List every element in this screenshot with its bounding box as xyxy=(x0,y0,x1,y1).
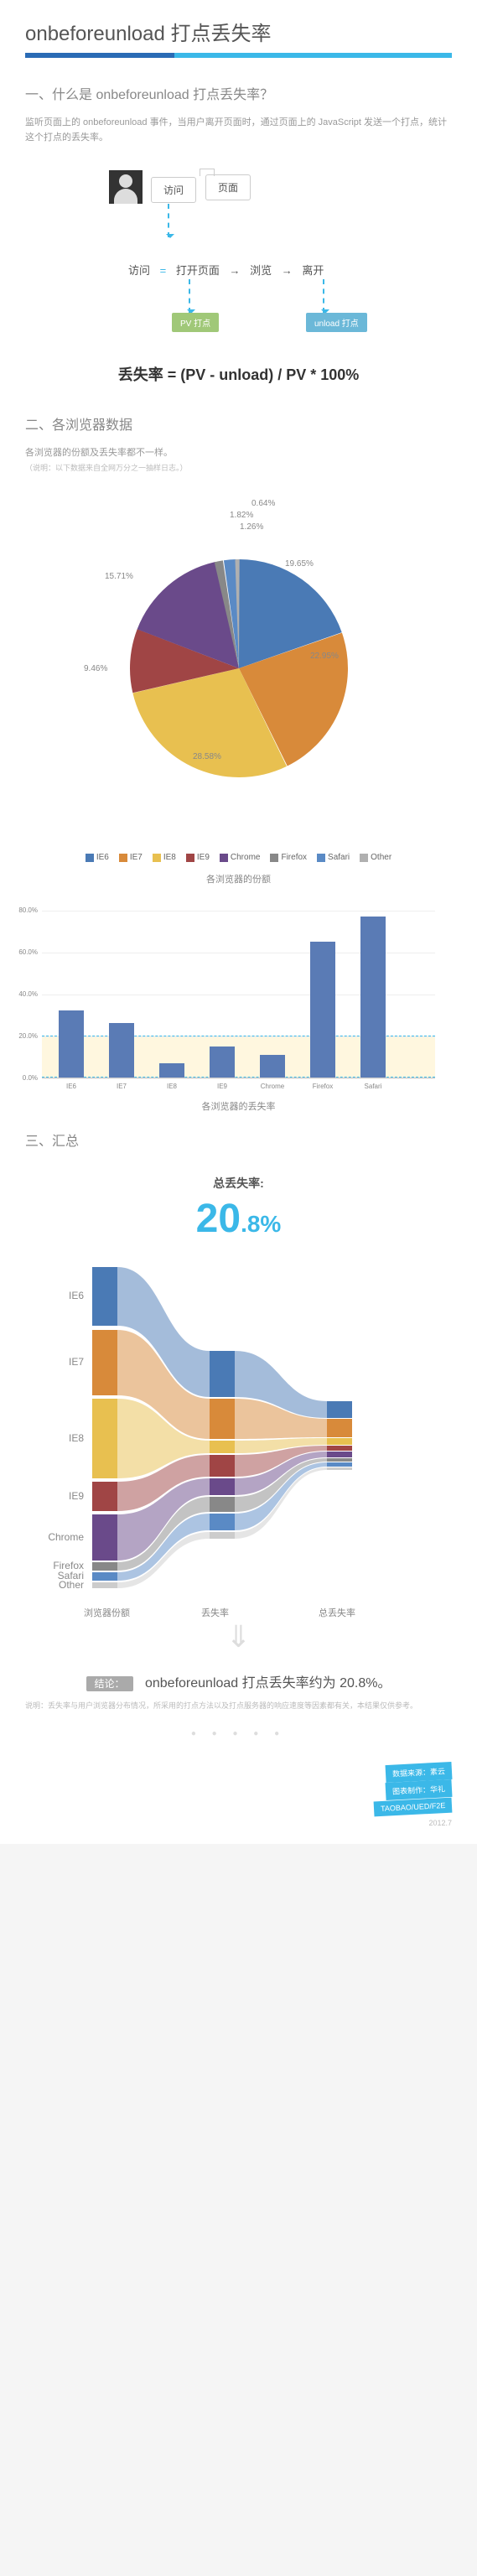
section1-heading: 一、什么是 onbeforeunload 打点丢失率？ xyxy=(25,83,452,103)
sankey-node xyxy=(327,1401,352,1418)
sankey-label: IE8 xyxy=(34,1432,84,1444)
foot-author: 图表制作：华礼 xyxy=(385,1779,452,1800)
pie-legend: IE6 IE7 IE8 IE9 Chrome Firefox Safari Other xyxy=(25,853,452,862)
sankey-node xyxy=(210,1532,235,1539)
legend-item: Firefox xyxy=(270,853,307,862)
bar-IE7 xyxy=(109,1023,134,1078)
down-arrow-icon: ⇓ xyxy=(25,1619,452,1654)
bar-caption: 各浏览器的丢失率 xyxy=(25,1099,452,1113)
foot-date: 2012.7 xyxy=(25,1819,452,1827)
sankey-label: Other xyxy=(34,1579,84,1591)
section3-heading: 三、汇总 xyxy=(25,1130,452,1150)
sankey-axis: 浏览器份额 xyxy=(84,1606,130,1619)
sankey-node xyxy=(210,1441,235,1453)
sankey-node xyxy=(327,1438,352,1445)
legend-item: IE7 xyxy=(119,853,143,862)
pie-chart: 19.65% 22.95% 28.58% 9.46% 15.71% 1.26% 1.82% 0… xyxy=(25,492,452,844)
sankey-node xyxy=(92,1582,117,1588)
pie-label: 28.58% xyxy=(193,752,221,761)
legend-item: IE8 xyxy=(153,853,176,862)
infographic-page: onbeforeunload 打点丢失率 一、什么是 onbeforeunloa… xyxy=(0,0,477,1844)
sankey-chart: IE6IE7IE8IE9ChromeFirefoxSafariOther浏览器份… xyxy=(34,1267,443,1602)
sankey-node xyxy=(210,1478,235,1495)
sankey-axis: 丢失率 xyxy=(201,1606,229,1619)
sankey-node xyxy=(92,1514,117,1561)
legend-item: Other xyxy=(360,853,391,862)
sankey-node xyxy=(92,1482,117,1511)
sankey-label: IE6 xyxy=(34,1290,84,1301)
bar-IE6 xyxy=(59,1010,84,1078)
legend-item: IE9 xyxy=(186,853,210,862)
bar-Firefox xyxy=(310,942,335,1078)
bar-Chrome xyxy=(260,1055,285,1078)
sankey-node xyxy=(327,1419,352,1437)
visit-box: 访问 xyxy=(151,177,196,203)
pie-label: 1.26% xyxy=(240,522,263,532)
summary: 总丢失率: 20.8% xyxy=(25,1175,452,1242)
page-title: onbeforeunload 打点丢失率 xyxy=(25,17,452,46)
sankey-node xyxy=(210,1514,235,1530)
legend-item: Safari xyxy=(317,853,350,862)
sankey-node xyxy=(92,1399,117,1478)
legend-item: IE6 xyxy=(86,853,109,862)
sankey-node xyxy=(327,1462,352,1467)
bar-IE9 xyxy=(210,1046,235,1078)
pie-label: 1.82% xyxy=(230,511,253,520)
sankey-node xyxy=(210,1351,235,1397)
title-underline xyxy=(25,53,452,58)
summary-value: 20.8% xyxy=(25,1196,452,1242)
sankey-node xyxy=(327,1452,352,1457)
pie-label: 0.64% xyxy=(251,499,275,508)
arrow-1 xyxy=(168,204,169,237)
user-icon xyxy=(109,170,143,204)
sankey-node xyxy=(327,1458,352,1462)
foot-org: TAOBAO/UED/F2E xyxy=(373,1797,452,1816)
pie-caption: 各浏览器的份额 xyxy=(25,872,452,886)
sankey-label: Chrome xyxy=(34,1531,84,1543)
pv-tag: PV 打点 xyxy=(172,313,219,332)
sankey-node xyxy=(210,1399,235,1439)
pie-label: 15.71% xyxy=(105,572,133,581)
sankey-node xyxy=(92,1572,117,1581)
sankey-node xyxy=(92,1330,117,1395)
pie-label: 19.65% xyxy=(285,559,314,569)
sankey-axis: 总丢失率 xyxy=(319,1606,355,1619)
conclusion-tag: 结论： xyxy=(86,1676,133,1691)
conclusion: 结论： onbeforeunload 打点丢失率约为 20.8%。 xyxy=(25,1671,452,1691)
formula: 丢失率 = (PV - unload) / PV * 100% xyxy=(25,363,452,385)
section2-desc: 各浏览器的份额及丢失率都不一样。 （说明：以下数据来自全网万分之一抽样日志。） xyxy=(25,446,452,475)
sankey-label: IE7 xyxy=(34,1356,84,1368)
sankey-node xyxy=(92,1562,117,1571)
page-box: 页面 xyxy=(205,174,251,200)
section2-heading: 二、各浏览器数据 xyxy=(25,413,452,434)
sankey-node xyxy=(327,1446,352,1451)
arrow-2 xyxy=(189,279,190,313)
summary-label: 总丢失率: xyxy=(25,1175,452,1192)
sankey-node xyxy=(210,1455,235,1477)
bar-Safari xyxy=(360,917,386,1078)
pie-label: 9.46% xyxy=(84,664,107,673)
unload-tag: unload 打点 xyxy=(306,313,367,332)
pie-svg xyxy=(122,551,356,786)
sankey-label: IE9 xyxy=(34,1490,84,1502)
sankey-node xyxy=(327,1467,352,1470)
conclusion-note: 说明：丢失率与用户浏览器分布情况，所采用的打点方法以及打点服务器的响应速度等因素… xyxy=(25,1700,452,1711)
conclusion-text: onbeforeunload 打点丢失率约为 20.8%。 xyxy=(145,1676,391,1690)
sankey-node xyxy=(92,1267,117,1326)
dots: ● ● ● ● ● xyxy=(25,1729,452,1738)
sankey-node xyxy=(210,1497,235,1512)
legend-item: Chrome xyxy=(220,853,261,862)
bar-chart: 0.0%20.0%40.0%60.0%80.0%IE6IE7IE8IE9Chro… xyxy=(42,911,435,1078)
footer: 数据来源：素云 图表制作：华礼 TAOBAO/UED/F2E 2012.7 xyxy=(25,1763,452,1827)
pie-label: 22.95% xyxy=(310,652,339,661)
arrow-3 xyxy=(323,279,324,313)
flow-row: 访问 = 打开页面 → 浏览 → 离开 xyxy=(122,258,330,281)
bar-IE8 xyxy=(159,1063,184,1078)
flow-diagram: 访问 页面 访问 = 打开页面 → 浏览 → 离开 PV 打点 unload 打… xyxy=(25,162,452,397)
section1-desc: 监听页面上的 onbeforeunload 事件，当用户离开页面时，通过页面上的… xyxy=(25,116,452,145)
